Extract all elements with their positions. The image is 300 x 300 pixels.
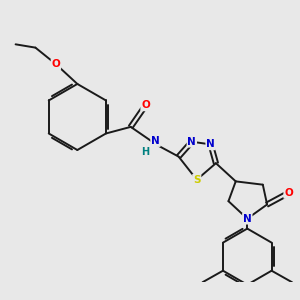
Text: S: S xyxy=(193,175,200,185)
Text: N: N xyxy=(151,136,160,146)
Text: O: O xyxy=(284,188,293,198)
Text: N: N xyxy=(243,214,252,224)
Text: O: O xyxy=(141,100,150,110)
Text: H: H xyxy=(142,147,150,157)
Text: N: N xyxy=(188,137,196,147)
Text: O: O xyxy=(52,59,60,69)
Text: N: N xyxy=(206,140,215,149)
